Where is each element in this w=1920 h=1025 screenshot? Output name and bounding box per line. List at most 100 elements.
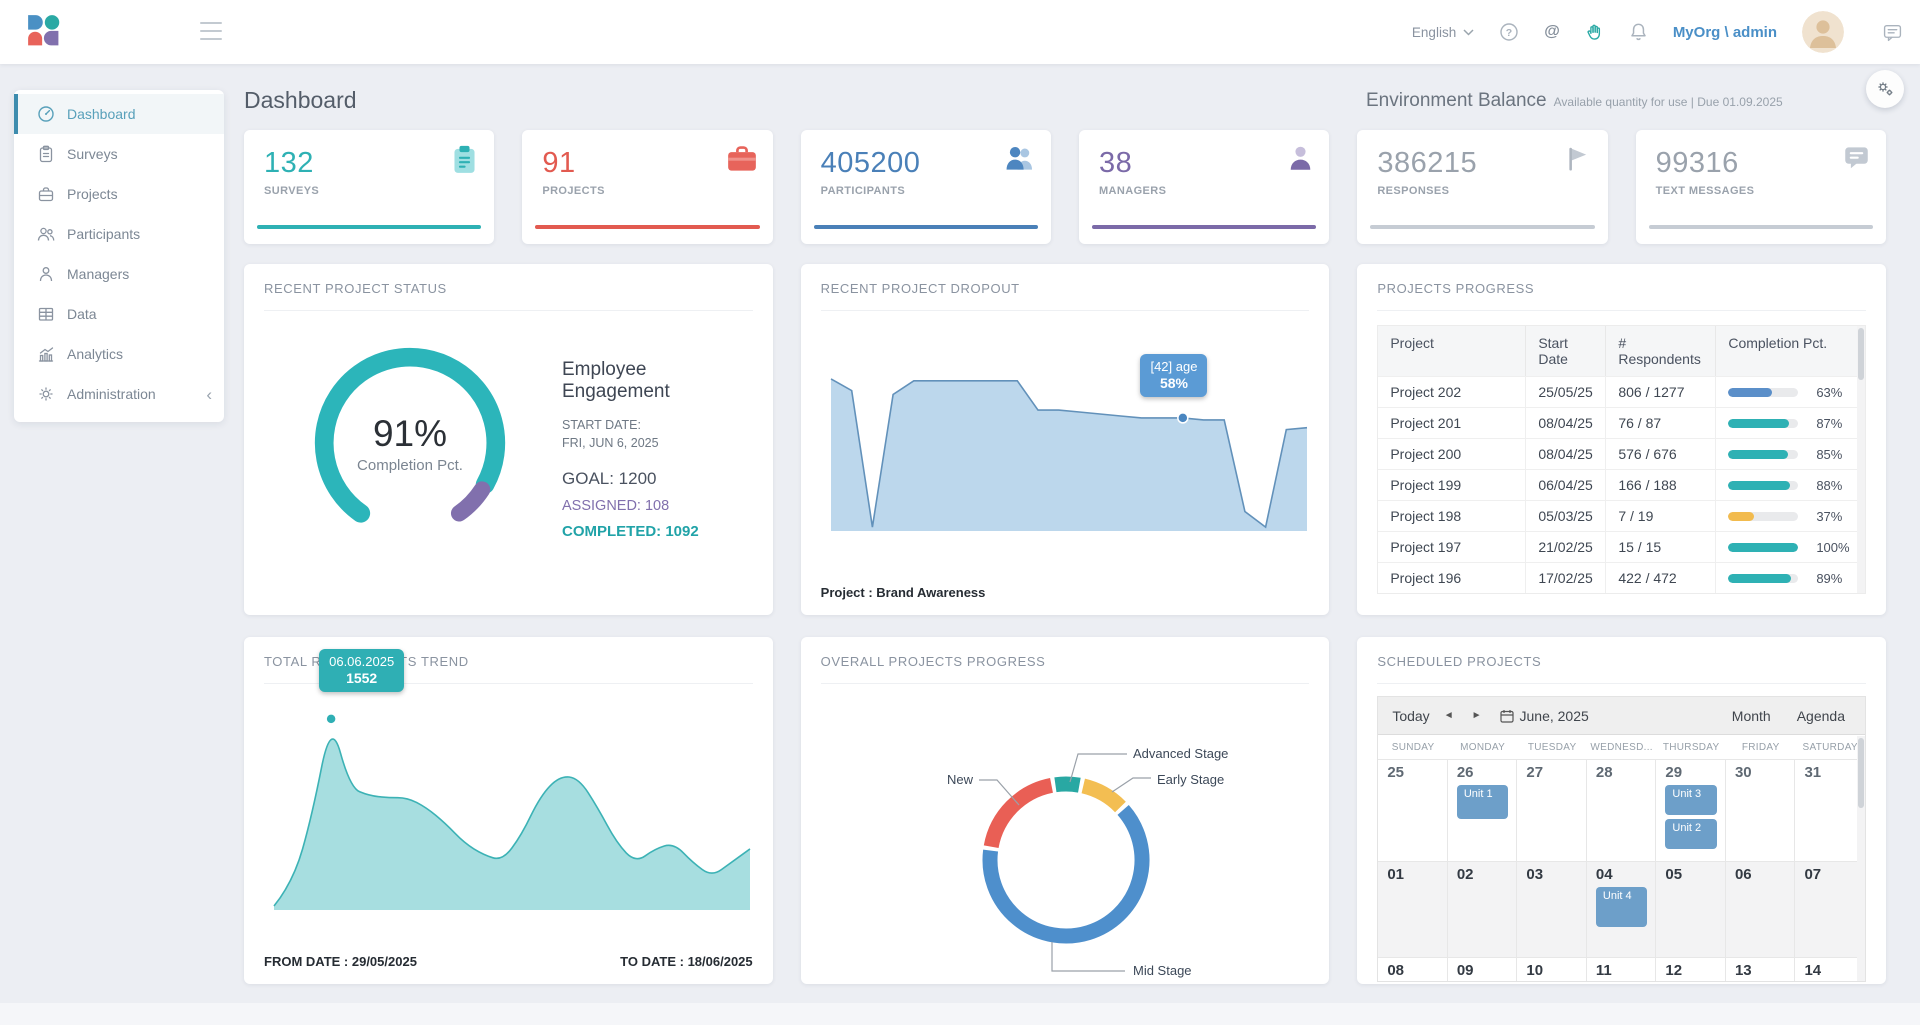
calendar-event[interactable]: Unit 2: [1665, 819, 1717, 849]
calendar: Today ◄ ► June, 2025 Month Agenda: [1377, 696, 1866, 982]
today-button[interactable]: Today: [1392, 707, 1430, 724]
calendar-day-05[interactable]: 05: [1656, 862, 1726, 958]
calendar-day-06[interactable]: 06: [1725, 862, 1796, 958]
donut-label-connector: [1069, 753, 1127, 783]
scrollbar-thumb[interactable]: [1858, 738, 1864, 808]
sidebar-item-dashboard[interactable]: Dashboard: [14, 94, 224, 134]
cell-respondents: 76 / 87: [1606, 408, 1717, 438]
calendar-day-11[interactable]: 11: [1587, 958, 1657, 981]
gauge-center-text: 91% Completion Pct.: [300, 333, 520, 553]
projects-icon: [37, 185, 55, 203]
menu-toggle-icon[interactable]: [200, 22, 222, 40]
donut-segment-new: [983, 778, 1053, 849]
participants-icon: [37, 225, 55, 243]
calendar-day-08[interactable]: 08: [1378, 958, 1448, 981]
calendar-day-10[interactable]: 10: [1517, 958, 1587, 981]
calendar-day-13[interactable]: 13: [1726, 958, 1796, 981]
calendar-views: Month Agenda: [1732, 708, 1845, 724]
language-selector[interactable]: English: [1412, 25, 1474, 40]
calendar-day-09[interactable]: 09: [1448, 958, 1518, 981]
calendar-event[interactable]: Unit 3: [1665, 785, 1717, 815]
stat-card-participants: 405200 PARTICIPANTS: [800, 130, 1051, 244]
agenda-view-button[interactable]: Agenda: [1796, 707, 1845, 724]
help-icon[interactable]: ?: [1499, 22, 1519, 42]
avatar[interactable]: [1802, 11, 1844, 53]
calendar-day-04[interactable]: 04 Unit 4: [1586, 862, 1657, 958]
cell-project: Project 201: [1378, 408, 1527, 438]
donut-label: Early Stage: [1157, 772, 1224, 787]
calendar-day-28[interactable]: 28: [1586, 760, 1657, 862]
next-month-icon[interactable]: ►: [1468, 708, 1486, 723]
calendar-day-02[interactable]: 02: [1447, 862, 1518, 958]
recent-project-status-panel: RECENT PROJECT STATUS 91% Completion Pct…: [244, 264, 773, 615]
day-number: 02: [1456, 866, 1474, 883]
cell-percent: 63%: [1816, 384, 1843, 400]
sidebar-item-participants[interactable]: Participants: [14, 214, 224, 254]
gauge-percent: 91%: [372, 412, 448, 454]
table-row: Project 199 06/04/25 166 / 188 88%: [1378, 469, 1865, 500]
cell-start-date: 17/02/25: [1526, 563, 1607, 593]
calendar-day-30[interactable]: 30: [1725, 760, 1796, 862]
calendar-day-26[interactable]: 26 Unit 1: [1447, 760, 1518, 862]
bell-icon[interactable]: [1629, 22, 1648, 42]
calendar-day-29[interactable]: 29 Unit 3 Unit 2: [1656, 760, 1726, 862]
cell-progress-bar: [1716, 563, 1810, 593]
dropout-footer-label: Project : Brand Awareness: [820, 585, 986, 600]
cell-respondents: 422 / 472: [1606, 563, 1717, 593]
cell-respondents: 7 / 19: [1606, 501, 1717, 531]
day-number: 06: [1734, 866, 1752, 883]
sidebar-item-administration[interactable]: Administration ‹: [14, 374, 224, 414]
app-logo[interactable]: [26, 13, 60, 52]
sidebar-item-projects[interactable]: Projects: [14, 174, 224, 214]
stat-cards-row: 132 SURVEYS 91 PROJECTS 405200 PARTICIPANTS 38…: [244, 130, 1886, 244]
column-header: # Respondents: [1606, 326, 1717, 376]
sidebar-item-data[interactable]: Data: [14, 294, 224, 334]
message-icon: [1843, 145, 1870, 175]
stat-label: TEXT MESSAGES: [1655, 185, 1755, 197]
hand-icon[interactable]: [1585, 23, 1604, 42]
calendar-day-03[interactable]: 03: [1517, 862, 1587, 958]
analytics-icon: [37, 345, 55, 363]
prev-month-icon[interactable]: ◄: [1440, 708, 1458, 723]
calendar-day-01[interactable]: 01: [1378, 862, 1448, 958]
stat-value: 386215: [1377, 147, 1478, 179]
day-header: MONDAY: [1460, 741, 1506, 753]
calendar-day-14[interactable]: 14: [1795, 958, 1865, 981]
calendar-day-12[interactable]: 12: [1656, 958, 1726, 981]
chevron-down-icon: [1463, 28, 1474, 36]
calendar-day-07[interactable]: 07: [1795, 862, 1865, 958]
calendar-event[interactable]: Unit 1: [1456, 785, 1509, 819]
user-org-label[interactable]: MyOrg \ admin: [1672, 23, 1777, 41]
cell-start-date: 06/04/25: [1526, 470, 1607, 500]
calendar-icon: [1499, 709, 1514, 723]
stat-value: 405200: [820, 147, 921, 179]
day-number: 04: [1595, 866, 1613, 883]
recent-project-dropout-panel: RECENT PROJECT DROPOUT [42] age 58% Proj…: [800, 264, 1330, 615]
assigned-value: ASSIGNED: 108: [562, 498, 670, 515]
respondents-trend-panel: TOTAL RESPONDENTS TREND 06.06.2025 1552 …: [244, 637, 773, 984]
collapse-chevron-icon[interactable]: ‹: [206, 384, 212, 404]
calendar-event[interactable]: Unit 4: [1595, 887, 1648, 927]
day-header: TUESDAY: [1527, 741, 1577, 753]
sidebar-item-surveys[interactable]: Surveys: [14, 134, 224, 174]
cell-respondents: 15 / 15: [1606, 532, 1717, 562]
sidebar-item-managers[interactable]: Managers: [14, 254, 224, 294]
sidebar-item-analytics[interactable]: Analytics: [14, 334, 224, 374]
stat-label: SURVEYS: [264, 185, 320, 197]
at-icon[interactable]: @: [1544, 23, 1560, 40]
stat-accent-bar: [813, 225, 1038, 229]
environment-settings-button[interactable]: [1866, 70, 1904, 108]
sidebar-item-label: Participants: [67, 226, 141, 242]
stat-label: PARTICIPANTS: [820, 185, 906, 197]
scrollbar-thumb[interactable]: [1858, 328, 1864, 380]
trend-date-range: FROM DATE : 29/05/2025 TO DATE : 18/06/2…: [264, 954, 753, 969]
table-scrollbar: [1857, 326, 1865, 593]
people-icon: [1004, 145, 1035, 177]
chat-icon[interactable]: [1883, 23, 1902, 42]
month-view-button[interactable]: Month: [1731, 707, 1771, 724]
calendar-day-31[interactable]: 31: [1795, 760, 1865, 862]
calendar-day-25[interactable]: 25: [1378, 760, 1448, 862]
calendar-day-27[interactable]: 27: [1517, 760, 1587, 862]
calendar-month: June, 2025: [1499, 708, 1589, 724]
projects-progress-table: Project Start Date # Respondents Completion…: [1377, 325, 1866, 594]
